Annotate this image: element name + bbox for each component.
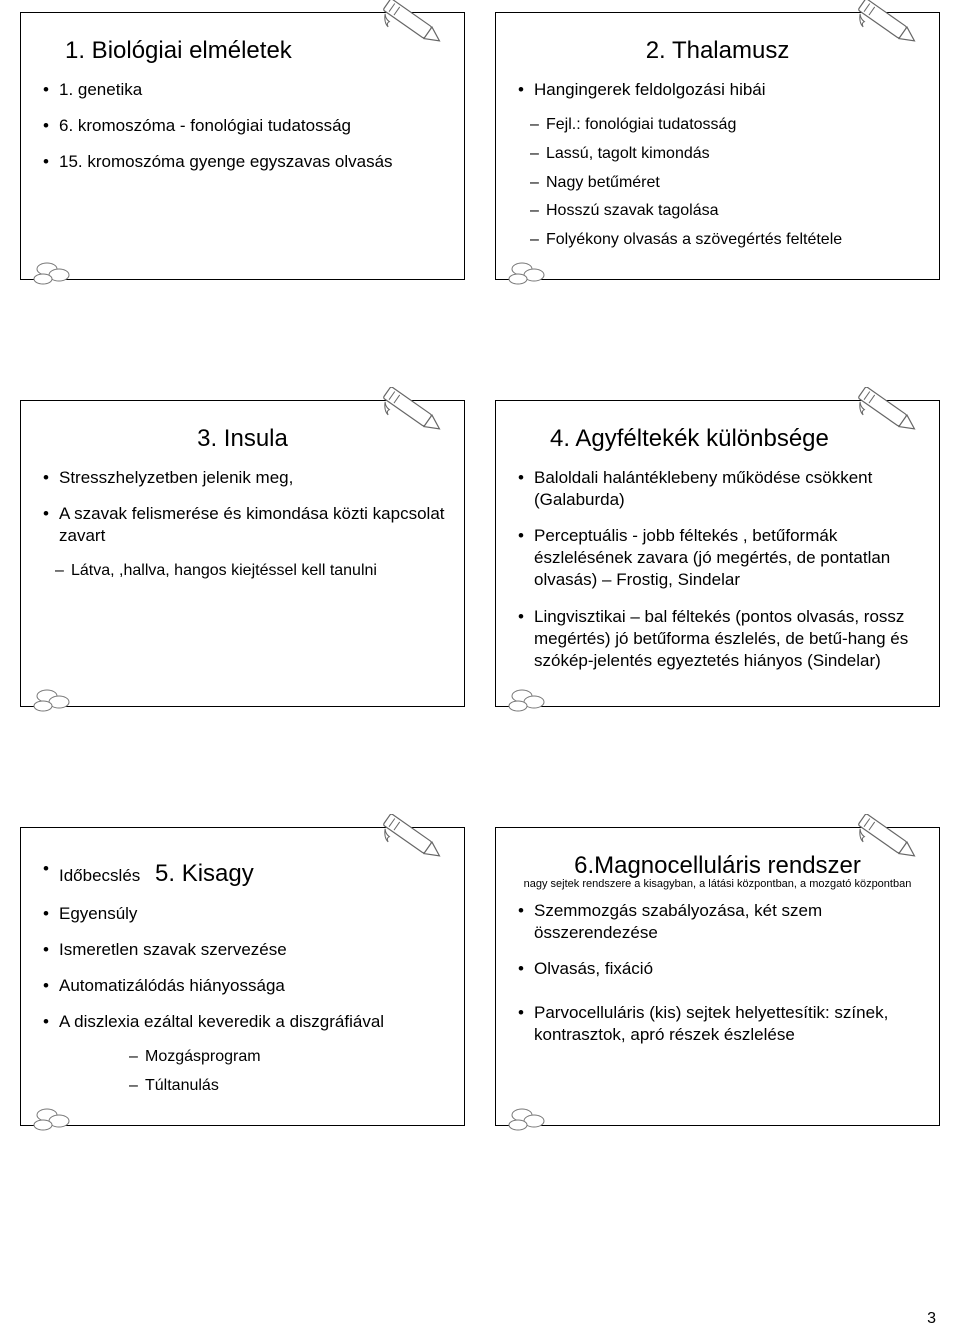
list-item: A szavak felismerése és kimondása közti … [59, 503, 450, 547]
sub-item: Mozgásprogram [145, 1047, 450, 1068]
panel-1: 1. Biológiai elméletek 1. genetika 6. kr… [20, 12, 465, 280]
paperclips-icon [504, 255, 550, 289]
list-item: 6. kromoszóma - fonológiai tudatosság [59, 115, 450, 137]
paperclips-icon [504, 1101, 550, 1135]
list-item: Stresszhelyzetben jelenik meg, [59, 467, 450, 489]
sub-item: Fejl.: fonológiai tudatosság [546, 115, 925, 136]
panel-title: 5. Kisagy [155, 860, 254, 887]
list-item: Automatizálódás hiányossága [59, 975, 450, 997]
crayon-icon [851, 814, 931, 860]
first-item-text: Időbecslés [59, 866, 140, 885]
panel-grid: 1. Biológiai elméletek 1. genetika 6. kr… [20, 12, 940, 1126]
list-item: A diszlexia ezáltal keveredik a diszgráf… [59, 1011, 450, 1033]
crayon-icon [851, 0, 931, 45]
sub-item: Hosszú szavak tagolása [546, 201, 925, 222]
paperclips-icon [29, 1101, 75, 1135]
list-item: Baloldali halántéklebeny működése csökke… [534, 467, 925, 511]
page-number: 3 [927, 1310, 936, 1328]
list-item: 15. kromoszóma gyenge egyszavas olvasás [59, 151, 450, 173]
list-item: Hangingerek feldolgozási hibái [534, 79, 925, 101]
panel-5: Időbecslés 5. Kisagy Egyensúly Ismeretle… [20, 827, 465, 1126]
panel-subtitle: nagy sejtek rendszere a kisagyban, a lát… [510, 878, 925, 890]
list-item: 1. genetika [59, 79, 450, 101]
paperclips-icon [29, 682, 75, 716]
list-item: Parvocelluláris (kis) sejtek helyettesít… [534, 1002, 925, 1046]
paperclips-icon [29, 255, 75, 289]
paperclips-icon [504, 682, 550, 716]
list-item: Ismeretlen szavak szervezése [59, 939, 450, 961]
sub-item: Nagy betűméret [546, 173, 925, 194]
sub-item: Folyékony olvasás a szövegértés feltétel… [546, 230, 925, 251]
sub-item: Lassú, tagolt kimondás [546, 144, 925, 165]
crayon-icon [376, 814, 456, 860]
list-item: Egyensúly [59, 903, 450, 925]
panel-2: 2. Thalamusz Hangingerek feldolgozási hi… [495, 12, 940, 280]
list-item: Olvasás, fixáció [534, 958, 925, 980]
sub-item: Túltanulás [145, 1076, 450, 1097]
list-item: Lingvisztikai – bal féltekés (pontos olv… [534, 606, 925, 672]
list-item: Szemmozgás szabályozása, két szem összer… [534, 900, 925, 944]
list-item: Perceptuális - jobb féltekés , betűformá… [534, 525, 925, 591]
crayon-icon [376, 387, 456, 433]
panel-6: 6.Magnocelluláris rendszer nagy sejtek r… [495, 827, 940, 1126]
sub-item: Látva, ,hallva, hangos kiejtéssel kell t… [71, 561, 450, 582]
crayon-icon [851, 387, 931, 433]
crayon-icon [376, 0, 456, 45]
list-item: Időbecslés 5. Kisagy [59, 858, 450, 889]
panel-4: 4. Agyféltekék különbsége Baloldali halá… [495, 400, 940, 707]
panel-3: 3. Insula Stresszhelyzetben jelenik meg,… [20, 400, 465, 707]
